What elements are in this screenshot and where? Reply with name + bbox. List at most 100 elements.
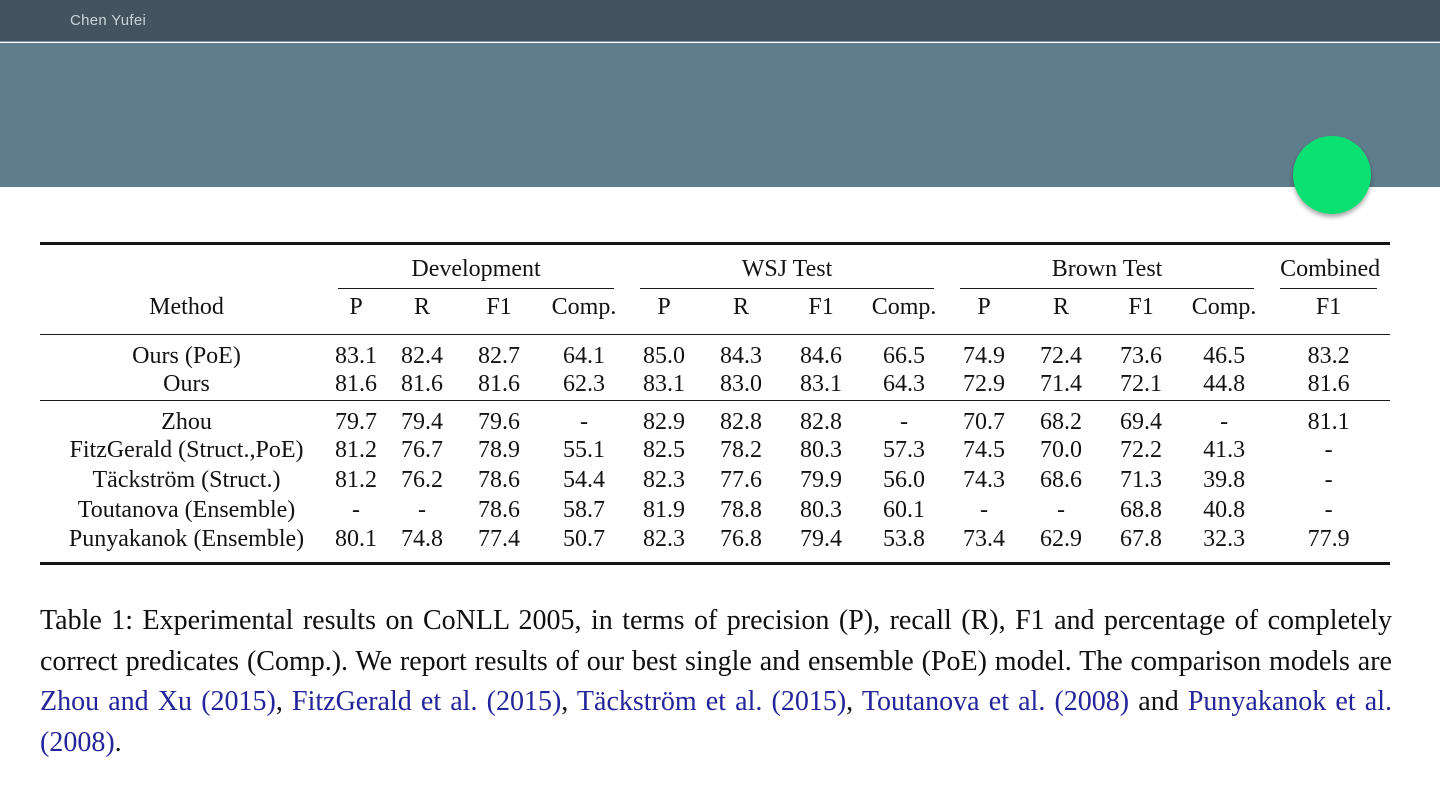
method-cell: Punyakanok (Ensemble)	[68, 525, 305, 552]
value-cell: 46.5	[1203, 343, 1246, 369]
citation-link[interactable]: Toutanova et al. (2008)	[861, 686, 1130, 718]
citation-link[interactable]: Punyakanok et al. (2008)	[40, 686, 1392, 758]
metric-header-cell: F1	[457, 288, 541, 335]
value-cell: 81.6	[478, 371, 520, 398]
value-cell: 81.6	[335, 371, 377, 398]
value-cell: 83.0	[720, 371, 763, 398]
value-cell: 80.3	[800, 437, 843, 463]
value-cell: 76.8	[720, 525, 763, 552]
value-cell: 82.9	[627, 399, 702, 436]
group-header-label: Development	[338, 256, 615, 289]
table-row: Toutanova (Ensemble) - - 78.6 58.7 81.9 78.8 80…	[40, 496, 1390, 526]
value-cell: 77.4	[478, 525, 520, 552]
value-cell: 78.2	[720, 437, 763, 463]
value-cell: 77.6	[720, 467, 763, 493]
value-cell: 68.6	[1040, 467, 1083, 493]
value-cell: 69.4	[1101, 399, 1182, 436]
value-cell: 84.6	[800, 343, 843, 369]
group-header-label: Brown Test	[960, 256, 1255, 289]
value-cell: 72.1	[1120, 371, 1163, 398]
value-cell: 60.1	[883, 497, 926, 523]
value-cell: 82.8	[701, 399, 782, 436]
value-cell: 57.3	[883, 437, 926, 463]
value-cell: -	[1324, 467, 1333, 493]
table-row: Täckström (Struct.) 81.2 76.2 78.6 54.4 82.3 7…	[40, 466, 1390, 496]
value-cell: 53.8	[883, 525, 926, 552]
value-cell: 82.3	[643, 467, 686, 493]
value-cell: 81.6	[401, 371, 443, 398]
value-cell: 73.6	[1120, 343, 1163, 369]
citation-link[interactable]: Täckström et al. (2015)	[576, 686, 847, 718]
results-table: Development WSJ Test Brown Test Combined Met…	[40, 242, 1391, 565]
caption-text: .	[114, 726, 122, 758]
method-header-cell: Method	[40, 288, 325, 335]
value-cell: 78.6	[478, 497, 520, 523]
method-cell: Ours (PoE)	[132, 343, 241, 369]
value-cell: 82.7	[478, 343, 520, 369]
citation-link[interactable]: Zhou and Xu (2015)	[40, 686, 276, 718]
method-cell: Zhou	[40, 399, 325, 436]
citation-link[interactable]: FitzGerald et al. (2015)	[292, 686, 562, 718]
metric-header-cell: F1	[1101, 288, 1182, 335]
table-caption: Table 1: Experimental results on CoNLL 2…	[40, 601, 1392, 763]
metric-header-cell: P	[627, 288, 702, 335]
value-cell: 80.1	[335, 525, 377, 552]
value-cell: 79.6	[457, 399, 541, 436]
value-cell: 74.8	[401, 525, 443, 552]
value-cell: 81.2	[335, 437, 377, 463]
window-titlebar: Chen Yufei	[0, 0, 1440, 42]
value-cell: 83.1	[800, 371, 843, 398]
table-row: Punyakanok (Ensemble) 80.1 74.8 77.4 50.7 82.…	[40, 526, 1390, 564]
metric-header-cell: R	[387, 288, 457, 335]
method-cell: Toutanova (Ensemble)	[77, 497, 296, 523]
value-cell: 72.4	[1040, 343, 1083, 369]
group-header-combined: Combined	[1267, 244, 1390, 289]
value-cell: 72.2	[1120, 437, 1163, 463]
value-cell: 50.7	[563, 525, 606, 552]
value-cell: 39.8	[1203, 467, 1246, 493]
slide-header-band	[0, 43, 1440, 187]
group-header-brown-test: Brown Test	[947, 244, 1267, 289]
table-row: Ours 81.6 81.6 81.6 62.3 83.1 83.0 83.1 64.3 72.9…	[40, 370, 1390, 400]
value-cell: 62.3	[563, 371, 606, 398]
value-cell: 83.1	[643, 371, 686, 398]
value-cell: 41.3	[1203, 437, 1246, 463]
value-cell: 82.3	[643, 525, 686, 552]
value-cell: 79.4	[387, 399, 457, 436]
value-cell: 64.3	[883, 371, 926, 398]
value-cell: 70.0	[1040, 437, 1083, 463]
value-cell: 67.8	[1120, 525, 1163, 552]
value-cell: 56.0	[883, 467, 926, 493]
value-cell: 82.5	[643, 437, 686, 463]
caption-text: ,	[275, 686, 293, 718]
value-cell: 80.3	[800, 497, 843, 523]
value-cell: 74.5	[963, 437, 1006, 463]
value-cell: 58.7	[563, 497, 606, 523]
caption-text: ,	[846, 686, 862, 718]
value-cell: 78.6	[478, 467, 520, 493]
value-cell: 68.8	[1120, 497, 1163, 523]
table-row: FitzGerald (Struct.,PoE) 81.2 76.7 78.9 55.1…	[40, 436, 1390, 466]
value-cell: 74.9	[963, 343, 1006, 369]
value-cell: 55.1	[563, 437, 606, 463]
value-cell: 68.2	[1021, 399, 1102, 436]
value-cell: 79.9	[800, 467, 843, 493]
table-row: Ours (PoE) 83.1 82.4 82.7 64.1 85.0 84.3 84.6 66…	[40, 335, 1390, 371]
value-cell: -	[1057, 497, 1066, 523]
value-cell: 79.7	[325, 399, 387, 436]
value-cell: 81.2	[335, 467, 377, 493]
value-cell: 44.8	[1203, 371, 1246, 398]
method-cell: FitzGerald (Struct.,PoE)	[69, 437, 304, 463]
value-cell: -	[541, 399, 628, 436]
caption-text: and	[1129, 686, 1188, 718]
value-cell: 76.7	[401, 437, 443, 463]
value-cell: 32.3	[1203, 525, 1246, 552]
table-sub-header-row: Method P R F1 Comp. P R F1 Comp. P R F1 Comp. F1	[40, 288, 1391, 335]
value-cell: 72.9	[963, 371, 1006, 398]
value-cell: 71.3	[1120, 467, 1163, 493]
value-cell: 79.4	[800, 525, 843, 552]
value-cell: 64.1	[563, 343, 606, 369]
value-cell: -	[1324, 437, 1333, 463]
method-col-spacer	[40, 244, 325, 289]
group-header-development: Development	[325, 244, 627, 289]
